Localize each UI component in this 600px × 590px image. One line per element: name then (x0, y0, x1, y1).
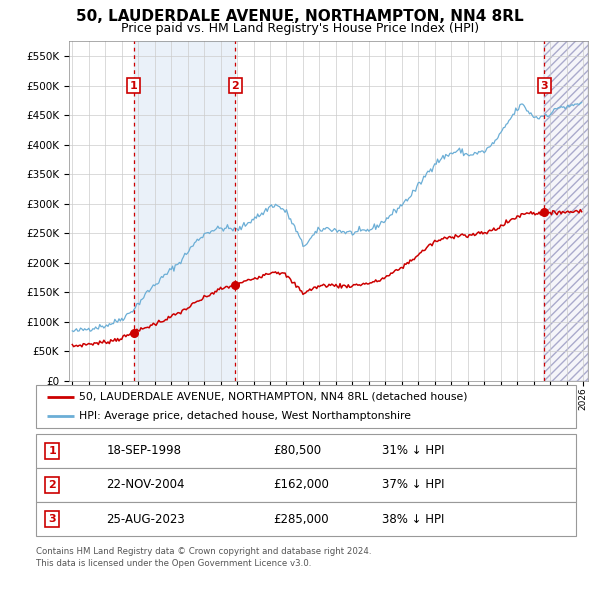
Text: £162,000: £162,000 (274, 478, 329, 491)
Text: 50, LAUDERDALE AVENUE, NORTHAMPTON, NN4 8RL (detached house): 50, LAUDERDALE AVENUE, NORTHAMPTON, NN4 … (79, 392, 468, 402)
Text: 38% ↓ HPI: 38% ↓ HPI (382, 513, 444, 526)
Text: 3: 3 (49, 514, 56, 524)
FancyBboxPatch shape (36, 385, 576, 428)
Text: 25-AUG-2023: 25-AUG-2023 (106, 513, 185, 526)
FancyBboxPatch shape (36, 468, 576, 502)
FancyBboxPatch shape (36, 434, 576, 468)
FancyBboxPatch shape (36, 502, 576, 536)
Bar (544, 41, 588, 381)
Text: Contains HM Land Registry data © Crown copyright and database right 2024.: Contains HM Land Registry data © Crown c… (36, 547, 371, 556)
Text: 2: 2 (232, 81, 239, 90)
Text: 1: 1 (130, 81, 137, 90)
Bar (544, 41, 588, 381)
Text: 2: 2 (49, 480, 56, 490)
Text: 18-SEP-1998: 18-SEP-1998 (106, 444, 181, 457)
Text: Price paid vs. HM Land Registry's House Price Index (HPI): Price paid vs. HM Land Registry's House … (121, 22, 479, 35)
Text: 3: 3 (541, 81, 548, 90)
Text: £285,000: £285,000 (274, 513, 329, 526)
Text: 31% ↓ HPI: 31% ↓ HPI (382, 444, 444, 457)
Bar (134, 41, 235, 381)
Text: 1: 1 (49, 446, 56, 455)
Text: This data is licensed under the Open Government Licence v3.0.: This data is licensed under the Open Gov… (36, 559, 311, 568)
Text: £80,500: £80,500 (274, 444, 322, 457)
Text: HPI: Average price, detached house, West Northamptonshire: HPI: Average price, detached house, West… (79, 411, 411, 421)
Text: 22-NOV-2004: 22-NOV-2004 (106, 478, 185, 491)
Text: 50, LAUDERDALE AVENUE, NORTHAMPTON, NN4 8RL: 50, LAUDERDALE AVENUE, NORTHAMPTON, NN4 … (76, 9, 524, 24)
Text: 37% ↓ HPI: 37% ↓ HPI (382, 478, 444, 491)
